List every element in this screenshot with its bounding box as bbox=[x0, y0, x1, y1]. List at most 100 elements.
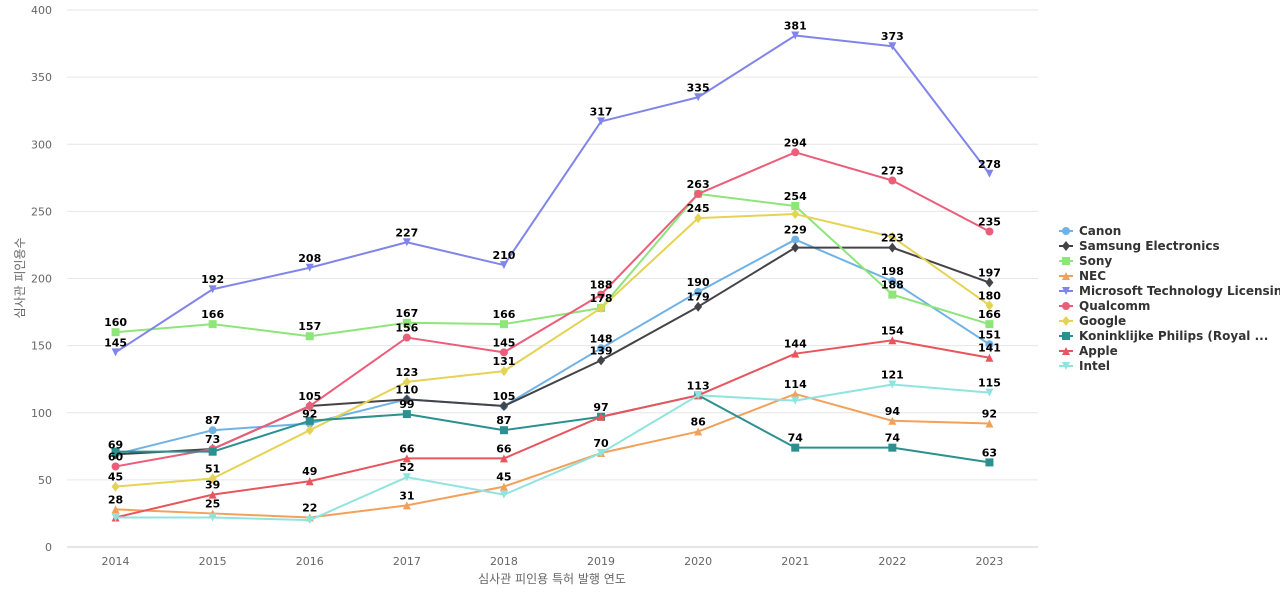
legend-marker[interactable] bbox=[1062, 287, 1070, 295]
data-point[interactable] bbox=[694, 287, 703, 296]
legend-item[interactable]: Canon bbox=[1059, 224, 1121, 238]
data-point[interactable] bbox=[791, 443, 800, 452]
data-point[interactable] bbox=[694, 213, 703, 224]
data-point[interactable] bbox=[402, 333, 411, 342]
data-point[interactable] bbox=[985, 419, 994, 428]
data-point[interactable] bbox=[208, 513, 217, 522]
data-point[interactable] bbox=[305, 425, 314, 436]
data-point[interactable] bbox=[985, 300, 994, 311]
data-point[interactable] bbox=[888, 416, 897, 425]
data-point[interactable] bbox=[597, 449, 606, 458]
data-point[interactable] bbox=[791, 148, 800, 157]
data-point[interactable] bbox=[305, 477, 314, 486]
data-point[interactable] bbox=[985, 277, 994, 288]
data-point[interactable] bbox=[597, 355, 606, 366]
data-point[interactable] bbox=[791, 31, 800, 40]
data-point[interactable] bbox=[402, 410, 411, 419]
data-point[interactable] bbox=[597, 290, 606, 299]
legend-item[interactable]: Intel bbox=[1059, 359, 1110, 373]
legend-marker[interactable] bbox=[1062, 241, 1070, 251]
data-point[interactable] bbox=[791, 209, 800, 220]
legend-item[interactable]: Microsoft Technology Licensing bbox=[1059, 284, 1280, 298]
data-point[interactable] bbox=[888, 380, 897, 389]
data-point[interactable] bbox=[499, 454, 508, 463]
data-point[interactable] bbox=[499, 261, 508, 270]
data-point[interactable] bbox=[694, 189, 703, 198]
data-point[interactable] bbox=[111, 513, 120, 522]
data-point[interactable] bbox=[208, 285, 217, 294]
data-point[interactable] bbox=[694, 427, 703, 436]
data-point[interactable] bbox=[111, 462, 120, 471]
legend-marker[interactable] bbox=[1062, 257, 1070, 265]
data-point[interactable] bbox=[305, 263, 314, 272]
data-point[interactable] bbox=[402, 454, 411, 463]
data-point[interactable] bbox=[791, 349, 800, 358]
data-point[interactable] bbox=[499, 482, 508, 491]
legend-item[interactable]: Qualcomm bbox=[1059, 299, 1150, 313]
legend-marker[interactable] bbox=[1062, 332, 1070, 340]
data-point[interactable] bbox=[499, 366, 508, 377]
data-point[interactable] bbox=[499, 320, 508, 329]
data-point[interactable] bbox=[111, 328, 120, 337]
data-point[interactable] bbox=[111, 481, 120, 492]
data-point[interactable] bbox=[499, 401, 508, 412]
data-point[interactable] bbox=[111, 505, 120, 514]
data-point[interactable] bbox=[111, 348, 120, 357]
data-point[interactable] bbox=[985, 169, 994, 178]
legend-item[interactable]: Samsung Electronics bbox=[1059, 239, 1220, 253]
data-point[interactable] bbox=[985, 353, 994, 362]
data-point[interactable] bbox=[597, 303, 606, 314]
data-point[interactable] bbox=[985, 458, 994, 467]
data-point[interactable] bbox=[694, 391, 703, 400]
data-point[interactable] bbox=[694, 93, 703, 102]
data-point[interactable] bbox=[888, 443, 897, 452]
data-point[interactable] bbox=[597, 344, 606, 353]
data-point[interactable] bbox=[888, 242, 897, 253]
data-point[interactable] bbox=[111, 447, 120, 456]
legend-item[interactable]: NEC bbox=[1059, 269, 1106, 283]
legend-item[interactable]: Google bbox=[1059, 314, 1126, 328]
legend-marker[interactable] bbox=[1062, 347, 1070, 355]
data-point[interactable] bbox=[402, 318, 411, 327]
data-point[interactable] bbox=[402, 501, 411, 510]
data-point[interactable] bbox=[985, 320, 994, 329]
data-point[interactable] bbox=[888, 277, 897, 286]
data-point[interactable] bbox=[597, 117, 606, 126]
data-point[interactable] bbox=[791, 202, 800, 211]
data-point[interactable] bbox=[597, 412, 606, 421]
data-point[interactable] bbox=[888, 336, 897, 345]
legend-marker[interactable] bbox=[1062, 302, 1070, 310]
data-point[interactable] bbox=[305, 416, 314, 425]
legend-marker[interactable] bbox=[1062, 362, 1070, 370]
data-point[interactable] bbox=[694, 301, 703, 312]
data-point[interactable] bbox=[985, 388, 994, 397]
data-point[interactable] bbox=[791, 242, 800, 253]
data-point[interactable] bbox=[985, 227, 994, 236]
legend-marker[interactable] bbox=[1062, 227, 1070, 235]
data-point[interactable] bbox=[402, 473, 411, 482]
legend-marker[interactable] bbox=[1062, 316, 1070, 326]
data-point[interactable] bbox=[499, 490, 508, 499]
legend-item[interactable]: Sony bbox=[1059, 254, 1112, 268]
data-point[interactable] bbox=[791, 396, 800, 405]
data-point[interactable] bbox=[208, 320, 217, 329]
data-point[interactable] bbox=[402, 376, 411, 387]
legend-item[interactable]: Apple bbox=[1059, 344, 1118, 358]
data-point[interactable] bbox=[402, 394, 411, 405]
data-point[interactable] bbox=[888, 231, 897, 242]
data-point[interactable] bbox=[305, 332, 314, 341]
data-point[interactable] bbox=[208, 473, 217, 484]
data-point[interactable] bbox=[888, 42, 897, 51]
data-point[interactable] bbox=[305, 516, 314, 525]
data-point[interactable] bbox=[888, 290, 897, 299]
data-point[interactable] bbox=[208, 490, 217, 499]
data-point[interactable] bbox=[791, 235, 800, 244]
data-point[interactable] bbox=[499, 426, 508, 435]
data-point[interactable] bbox=[499, 348, 508, 357]
data-point[interactable] bbox=[985, 340, 994, 349]
data-point[interactable] bbox=[791, 389, 800, 398]
data-point[interactable] bbox=[208, 426, 217, 435]
data-point[interactable] bbox=[305, 402, 314, 411]
legend-item[interactable]: Koninklijke Philips (Royal ... bbox=[1059, 329, 1268, 343]
